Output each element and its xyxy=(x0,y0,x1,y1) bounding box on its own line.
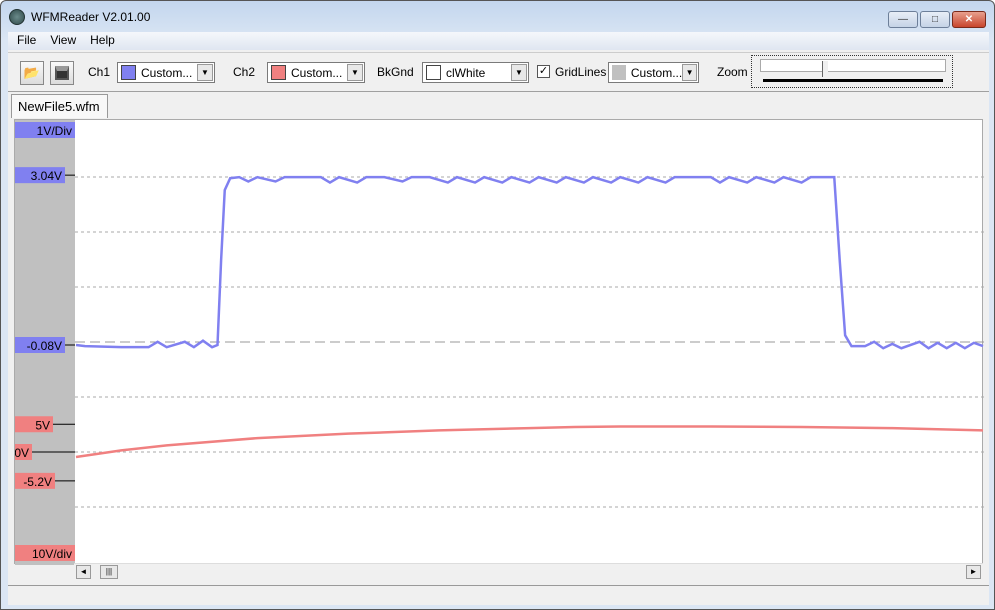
tab-newfile5[interactable]: NewFile5.wfm xyxy=(11,94,108,118)
title-bar: WFMReader V2.01.00 xyxy=(9,6,150,28)
toolbar: 📂 Ch1 Custom... ▼ Ch2 Custom... ▼ BkGnd … xyxy=(8,52,989,92)
floppy-save-icon xyxy=(55,66,69,80)
grid-value: Custom... xyxy=(630,65,683,80)
waveform-plot: 1V/Div 3.04V -0.08V 5V 0V -5.2V 10V/div xyxy=(14,120,984,565)
ch2-label-neg5v: -5.2V xyxy=(23,475,52,489)
close-button[interactable]: ✕ xyxy=(952,11,986,28)
chevron-down-icon[interactable]: ▼ xyxy=(347,64,363,81)
ch1-color-select[interactable]: Custom... ▼ xyxy=(117,62,215,83)
ch2-value: Custom... xyxy=(291,65,343,80)
ch2-color-select[interactable]: Custom... ▼ xyxy=(267,62,365,83)
minimize-button[interactable]: — xyxy=(888,11,918,28)
zoom-track xyxy=(760,59,946,77)
ch1-label: Ch1 xyxy=(88,65,111,79)
window-title: WFMReader V2.01.00 xyxy=(31,10,151,24)
ch1-waveform xyxy=(75,175,984,350)
ch1-low-label: -0.08V xyxy=(27,339,62,353)
ch2-scale-label-bg xyxy=(15,545,75,561)
app-icon xyxy=(9,9,25,25)
ch2-label-5v: 5V xyxy=(35,418,50,432)
grid-color-select[interactable]: Custom... ▼ xyxy=(608,62,699,83)
scroll-right-button[interactable]: ► xyxy=(966,565,981,579)
zoom-label: Zoom xyxy=(717,65,748,79)
bkgnd-label: BkGnd xyxy=(377,65,414,79)
scroll-thumb[interactable]: ||| xyxy=(100,565,118,579)
horizontal-scrollbar[interactable]: ◄ ||| ► xyxy=(74,563,983,579)
grid-color-swatch xyxy=(612,65,626,80)
ch1-scale-label: 1V/Div xyxy=(37,124,72,138)
gridlines-checkbox[interactable]: ✓ xyxy=(537,65,550,78)
ch1-scale-label-bg xyxy=(15,122,75,138)
chevron-down-icon[interactable]: ▼ xyxy=(511,64,527,81)
ch2-label-0v: 0V xyxy=(15,446,29,460)
ch2-waveform xyxy=(75,425,984,459)
menu-help[interactable]: Help xyxy=(90,33,115,47)
gridlines-label: GridLines xyxy=(555,65,607,79)
ch1-high-label-bg xyxy=(15,167,65,184)
ch1-color-swatch xyxy=(121,65,136,80)
folder-open-icon: 📂 xyxy=(23,65,41,80)
maximize-button[interactable]: □ xyxy=(920,11,950,28)
save-button[interactable] xyxy=(50,61,74,85)
zoom-thumb[interactable] xyxy=(822,61,829,77)
bkgnd-color-select[interactable]: clWhite ▼ xyxy=(422,62,529,83)
ch2-scale-label: 10V/div xyxy=(32,547,72,561)
ch1-high-label: 3.04V xyxy=(31,169,62,183)
zoom-scale-line xyxy=(763,79,943,82)
zoom-slider[interactable] xyxy=(751,55,953,88)
chevron-down-icon[interactable]: ▼ xyxy=(197,64,213,81)
ch2-label: Ch2 xyxy=(233,65,256,79)
menu-bar: File View Help xyxy=(8,32,989,50)
status-bar xyxy=(8,585,989,605)
open-button[interactable]: 📂 xyxy=(20,61,44,85)
bkgnd-value: clWhite xyxy=(446,65,486,80)
ch2-label-0v-bg xyxy=(15,444,32,460)
ch2-label-5v-bg xyxy=(15,416,53,433)
ch2-color-swatch xyxy=(271,65,286,80)
chevron-down-icon[interactable]: ▼ xyxy=(682,64,697,81)
scope-display: 1V/Div 3.04V -0.08V 5V 0V -5.2V 10V/div xyxy=(14,119,984,565)
ch1-value: Custom... xyxy=(141,65,193,80)
ch1-low-label-bg xyxy=(15,337,65,353)
scroll-left-button[interactable]: ◄ xyxy=(76,565,91,579)
menu-view[interactable]: View xyxy=(50,33,77,47)
menu-file[interactable]: File xyxy=(17,33,37,47)
ch2-label-neg5v-bg xyxy=(15,472,55,489)
bkgnd-color-swatch xyxy=(426,65,441,80)
